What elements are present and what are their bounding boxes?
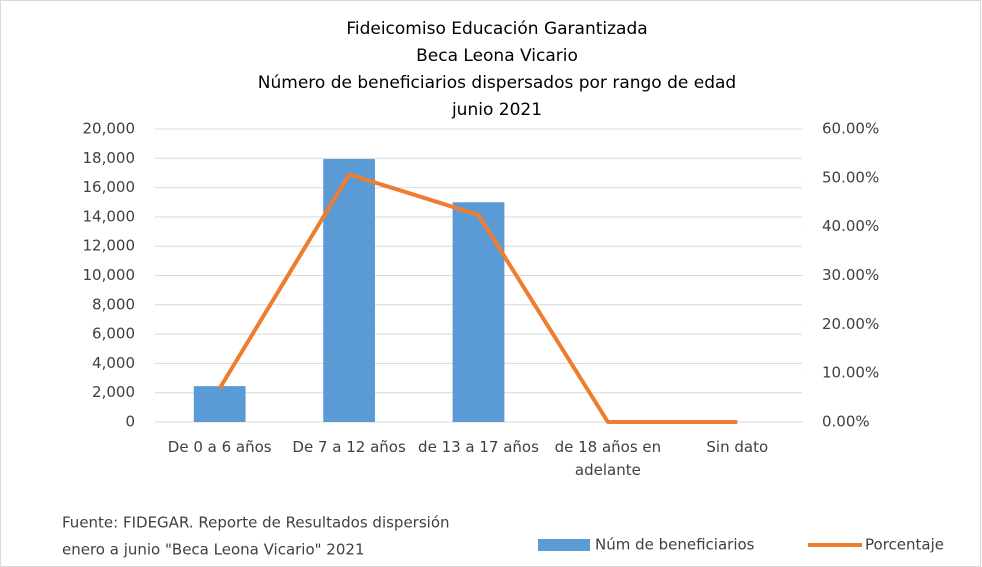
y-tick-label: 12,000 bbox=[83, 237, 136, 255]
y-tick-label: 6,000 bbox=[92, 325, 135, 343]
y2-tick-label: 40.00% bbox=[822, 217, 879, 235]
y-tick-label: 16,000 bbox=[83, 178, 136, 196]
legend-label: Núm de beneficiarios bbox=[595, 536, 755, 554]
y2-tick-label: 60.00% bbox=[822, 120, 879, 138]
y2-tick-label: 10.00% bbox=[822, 364, 879, 382]
chart-title: junio 2021 bbox=[451, 100, 542, 120]
y-tick-label: 0 bbox=[125, 413, 135, 431]
legend-swatch bbox=[538, 539, 590, 551]
y2-tick-label: 30.00% bbox=[822, 266, 879, 284]
y2-tick-label: 20.00% bbox=[822, 315, 879, 333]
bar bbox=[193, 386, 246, 422]
x-tick-label-box: Sin dato bbox=[706, 438, 769, 456]
source-note: enero a junio "Beca Leona Vicario" 2021 bbox=[62, 541, 364, 559]
x-tick-label: de 13 a 17 años bbox=[418, 438, 539, 456]
x-tick-label-box: De 0 a 6 años bbox=[167, 438, 272, 456]
line bbox=[217, 172, 738, 424]
y-tick-label: 20,000 bbox=[83, 120, 136, 138]
y-tick-label: 10,000 bbox=[83, 266, 136, 284]
y-tick-label: 2,000 bbox=[92, 383, 135, 401]
x-tick-label: De 0 a 6 años bbox=[167, 438, 272, 456]
y-tick-label: 8,000 bbox=[92, 295, 135, 313]
x-tick-label: de 18 años en adelante bbox=[554, 438, 662, 479]
y-tick-label: 14,000 bbox=[83, 207, 136, 225]
x-tick-label-box: de 18 años en adelante bbox=[554, 438, 662, 479]
x-tick-label: De 7 a 12 años bbox=[292, 438, 406, 456]
bar bbox=[323, 159, 375, 422]
x-tick-label-box: de 13 a 17 años bbox=[418, 438, 539, 456]
chart-title: Número de beneficiarios dispersados por … bbox=[258, 73, 736, 93]
chart-title: Beca Leona Vicario bbox=[416, 46, 578, 66]
source-note: Fuente: FIDEGAR. Reporte de Resultados d… bbox=[62, 514, 450, 532]
y2-tick-label: 50.00% bbox=[822, 168, 879, 186]
x-tick-label-box: De 7 a 12 años bbox=[292, 438, 406, 456]
y-tick-label: 4,000 bbox=[92, 354, 135, 372]
x-tick-label: Sin dato bbox=[706, 438, 769, 456]
chart-title: Fideicomiso Educación Garantizada bbox=[346, 19, 647, 39]
bar bbox=[452, 202, 505, 422]
legend-label: Porcentaje bbox=[865, 536, 944, 554]
y-tick-label: 18,000 bbox=[83, 149, 136, 167]
y2-tick-label: 0.00% bbox=[822, 413, 870, 431]
